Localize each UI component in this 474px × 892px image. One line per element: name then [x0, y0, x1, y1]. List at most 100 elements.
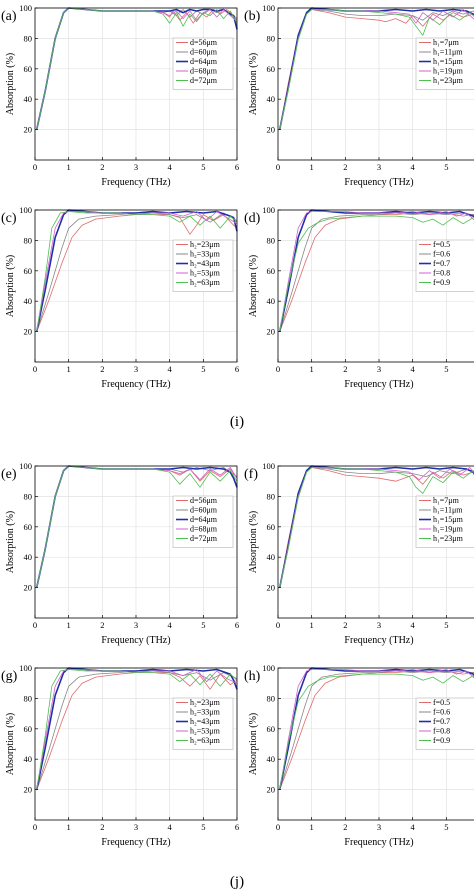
x-tick-label: 5 [444, 364, 448, 374]
y-tick-label: 40 [24, 754, 33, 764]
x-tick-label: 3 [134, 364, 138, 374]
x-tick-label: 3 [377, 822, 381, 832]
series-line [279, 673, 474, 790]
y-axis-label: Absorption (%) [248, 713, 259, 776]
series-line [279, 211, 474, 332]
x-tick-label: 4 [168, 620, 173, 630]
x-tick-label: 1 [67, 162, 71, 172]
series-line [36, 211, 238, 332]
x-tick-label: 1 [67, 822, 71, 832]
x-tick-label: 0 [33, 620, 37, 630]
y-tick-label: 80 [267, 693, 276, 703]
x-tick-label: 2 [100, 162, 104, 172]
legend-label: h₂=43μm [190, 717, 221, 726]
x-tick-label: 3 [377, 620, 381, 630]
series-line [279, 467, 474, 588]
legend-label: h₁=19μm [433, 67, 464, 76]
legend-label: h₂=23μm [190, 698, 221, 707]
x-tick-label: 6 [235, 364, 239, 374]
y-tick-label: 40 [267, 552, 276, 562]
x-tick-label: 0 [276, 162, 280, 172]
y-tick-label: 100 [19, 663, 32, 673]
x-axis-label: Frequency (THz) [101, 177, 170, 188]
x-tick-label: 4 [411, 364, 416, 374]
y-tick-label: 60 [24, 522, 33, 532]
legend-label: h₁=23μm [433, 76, 464, 85]
legend-label: h₁=15μm [433, 515, 464, 524]
y-tick-label: 40 [24, 552, 33, 562]
legend-label: f=0.7 [433, 717, 450, 726]
y-tick-label: 100 [19, 205, 32, 215]
legend-label: h₂=23μm [190, 240, 221, 249]
series-line [278, 7, 474, 130]
legend-label: d=60μm [190, 506, 218, 515]
y-axis-label: Absorption (%) [5, 511, 16, 574]
x-tick-label: 2 [100, 620, 104, 630]
series-line [36, 7, 238, 130]
x-axis-label: Frequency (THz) [344, 177, 413, 188]
x-tick-label: 1 [310, 822, 314, 832]
legend-label: d=68μm [190, 525, 218, 534]
y-tick-label: 80 [24, 693, 33, 703]
x-axis-label: Frequency (THz) [101, 837, 170, 848]
legend-label: f=0.7 [433, 259, 450, 268]
y-tick-label: 80 [267, 33, 276, 43]
y-tick-label: 80 [24, 491, 33, 501]
x-tick-label: 2 [100, 822, 104, 832]
x-axis-label: Frequency (THz) [344, 837, 413, 848]
y-tick-label: 100 [262, 3, 275, 13]
legend-label: f=0.8 [433, 269, 450, 278]
y-tick-label: 60 [267, 266, 276, 276]
y-axis-label: Absorption (%) [5, 53, 16, 116]
y-tick-label: 100 [19, 3, 32, 13]
x-tick-label: 0 [276, 620, 280, 630]
x-tick-label: 0 [33, 822, 37, 832]
y-axis-label: Absorption (%) [5, 713, 16, 776]
legend-label: h₁=11μm [433, 48, 463, 57]
x-axis-label: Frequency (THz) [101, 635, 170, 646]
legend-label: h₂=63μm [190, 278, 221, 287]
y-axis-label: Absorption (%) [248, 511, 259, 574]
x-tick-label: 3 [134, 822, 138, 832]
x-tick-label: 4 [168, 162, 173, 172]
legend-label: h₂=33μm [190, 250, 221, 259]
y-tick-label: 100 [262, 205, 275, 215]
series-line [36, 214, 238, 332]
legend-label: d=64μm [190, 515, 218, 524]
y-tick-label: 40 [267, 94, 276, 104]
x-tick-label: 1 [310, 162, 314, 172]
legend-label: f=0.8 [433, 727, 450, 736]
y-tick-label: 20 [267, 583, 276, 593]
series-line [279, 212, 474, 332]
y-tick-label: 20 [24, 583, 33, 593]
legend-label: h₁=23μm [433, 534, 464, 543]
x-tick-label: 2 [343, 364, 347, 374]
x-tick-label: 4 [411, 620, 416, 630]
x-tick-label: 6 [235, 822, 239, 832]
x-tick-label: 4 [168, 822, 173, 832]
legend-label: d=72μm [190, 76, 218, 85]
x-tick-label: 5 [201, 364, 205, 374]
x-tick-label: 5 [444, 620, 448, 630]
y-tick-label: 40 [24, 94, 33, 104]
legend-label: h₁=7μm [433, 496, 460, 505]
legend-label: d=56μm [190, 496, 218, 505]
x-tick-label: 4 [168, 364, 173, 374]
x-tick-label: 0 [276, 822, 280, 832]
legend-label: h₂=33μm [190, 708, 221, 717]
panel-label: (d) [244, 211, 261, 226]
panel-label: (g) [1, 669, 18, 684]
x-tick-label: 6 [235, 620, 239, 630]
y-tick-label: 80 [24, 235, 33, 245]
x-axis-label: Frequency (THz) [344, 635, 413, 646]
legend-label: h₂=53μm [190, 727, 221, 736]
y-tick-label: 60 [24, 64, 33, 74]
series-line [36, 465, 238, 588]
series-line [35, 667, 238, 790]
y-tick-label: 40 [267, 754, 276, 764]
x-tick-label: 0 [276, 364, 280, 374]
